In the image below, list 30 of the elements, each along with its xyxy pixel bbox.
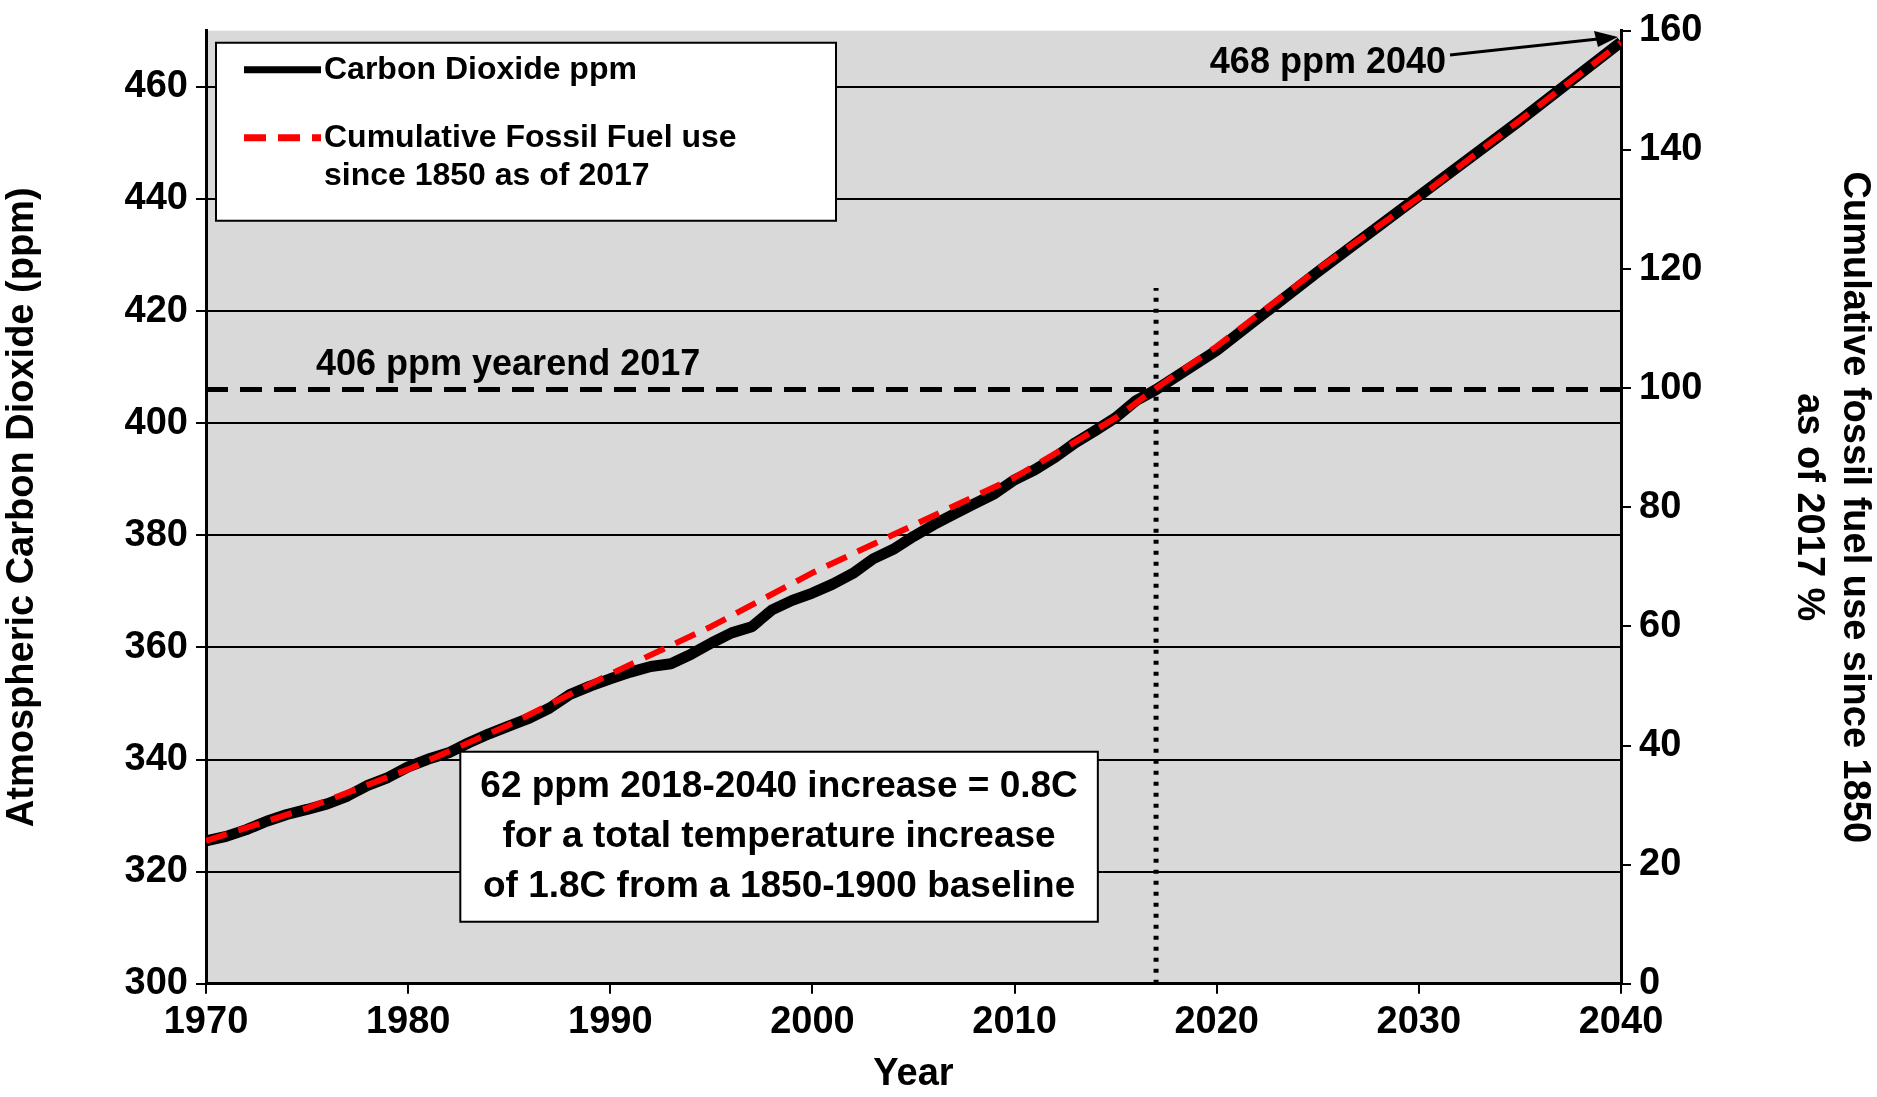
annotation: 468 ppm 2040: [1209, 39, 1446, 81]
y-tick-label: 440: [124, 175, 188, 218]
y-tick-label: 320: [124, 848, 188, 891]
y2-tick-label: 40: [1639, 722, 1682, 765]
x-axis-title: Year: [873, 1050, 954, 1093]
x-tick-label: 2020: [1174, 999, 1259, 1042]
y2-tick-label: 140: [1639, 126, 1703, 169]
x-tick-label: 2010: [972, 999, 1057, 1042]
x-tick-label: 2030: [1376, 999, 1462, 1042]
legend-label: Carbon Dioxide ppm: [324, 49, 637, 86]
y-tick-label: 460: [124, 63, 188, 106]
y-tick-label: 340: [124, 736, 188, 779]
y-tick-label: 400: [124, 399, 188, 442]
ref-line-label: 406 ppm yearend 2017: [316, 342, 701, 384]
y2-tick-label: 120: [1639, 245, 1703, 288]
y2-tick-label: 20: [1639, 841, 1682, 884]
y2-tick-label: 60: [1639, 602, 1682, 645]
y-tick-label: 420: [124, 287, 188, 330]
y2-tick-label: 80: [1639, 483, 1682, 526]
legend-label: Cumulative Fossil Fuel use since 1850 as of 2017: [324, 117, 737, 192]
y-tick-label: 380: [124, 511, 188, 554]
x-tick-label: 1980: [365, 999, 451, 1042]
x-tick-label: 2000: [770, 999, 855, 1042]
y-axis-title: Atmospheric Carbon Dioxide (ppm): [0, 187, 42, 828]
y2-axis-title: Cumulative fossil fuel use since 1850 as of 2017 %: [1790, 171, 1877, 844]
annotation: 62 ppm 2018-2040 increase = 0.8C for a total temperature increase of 1.8C from a 1850-1900 baseline: [480, 764, 1078, 905]
y-tick-label: 360: [124, 623, 188, 666]
y2-tick-label: 100: [1639, 364, 1703, 407]
y2-tick-label: 160: [1639, 7, 1703, 50]
x-tick-label: 1990: [568, 999, 653, 1042]
